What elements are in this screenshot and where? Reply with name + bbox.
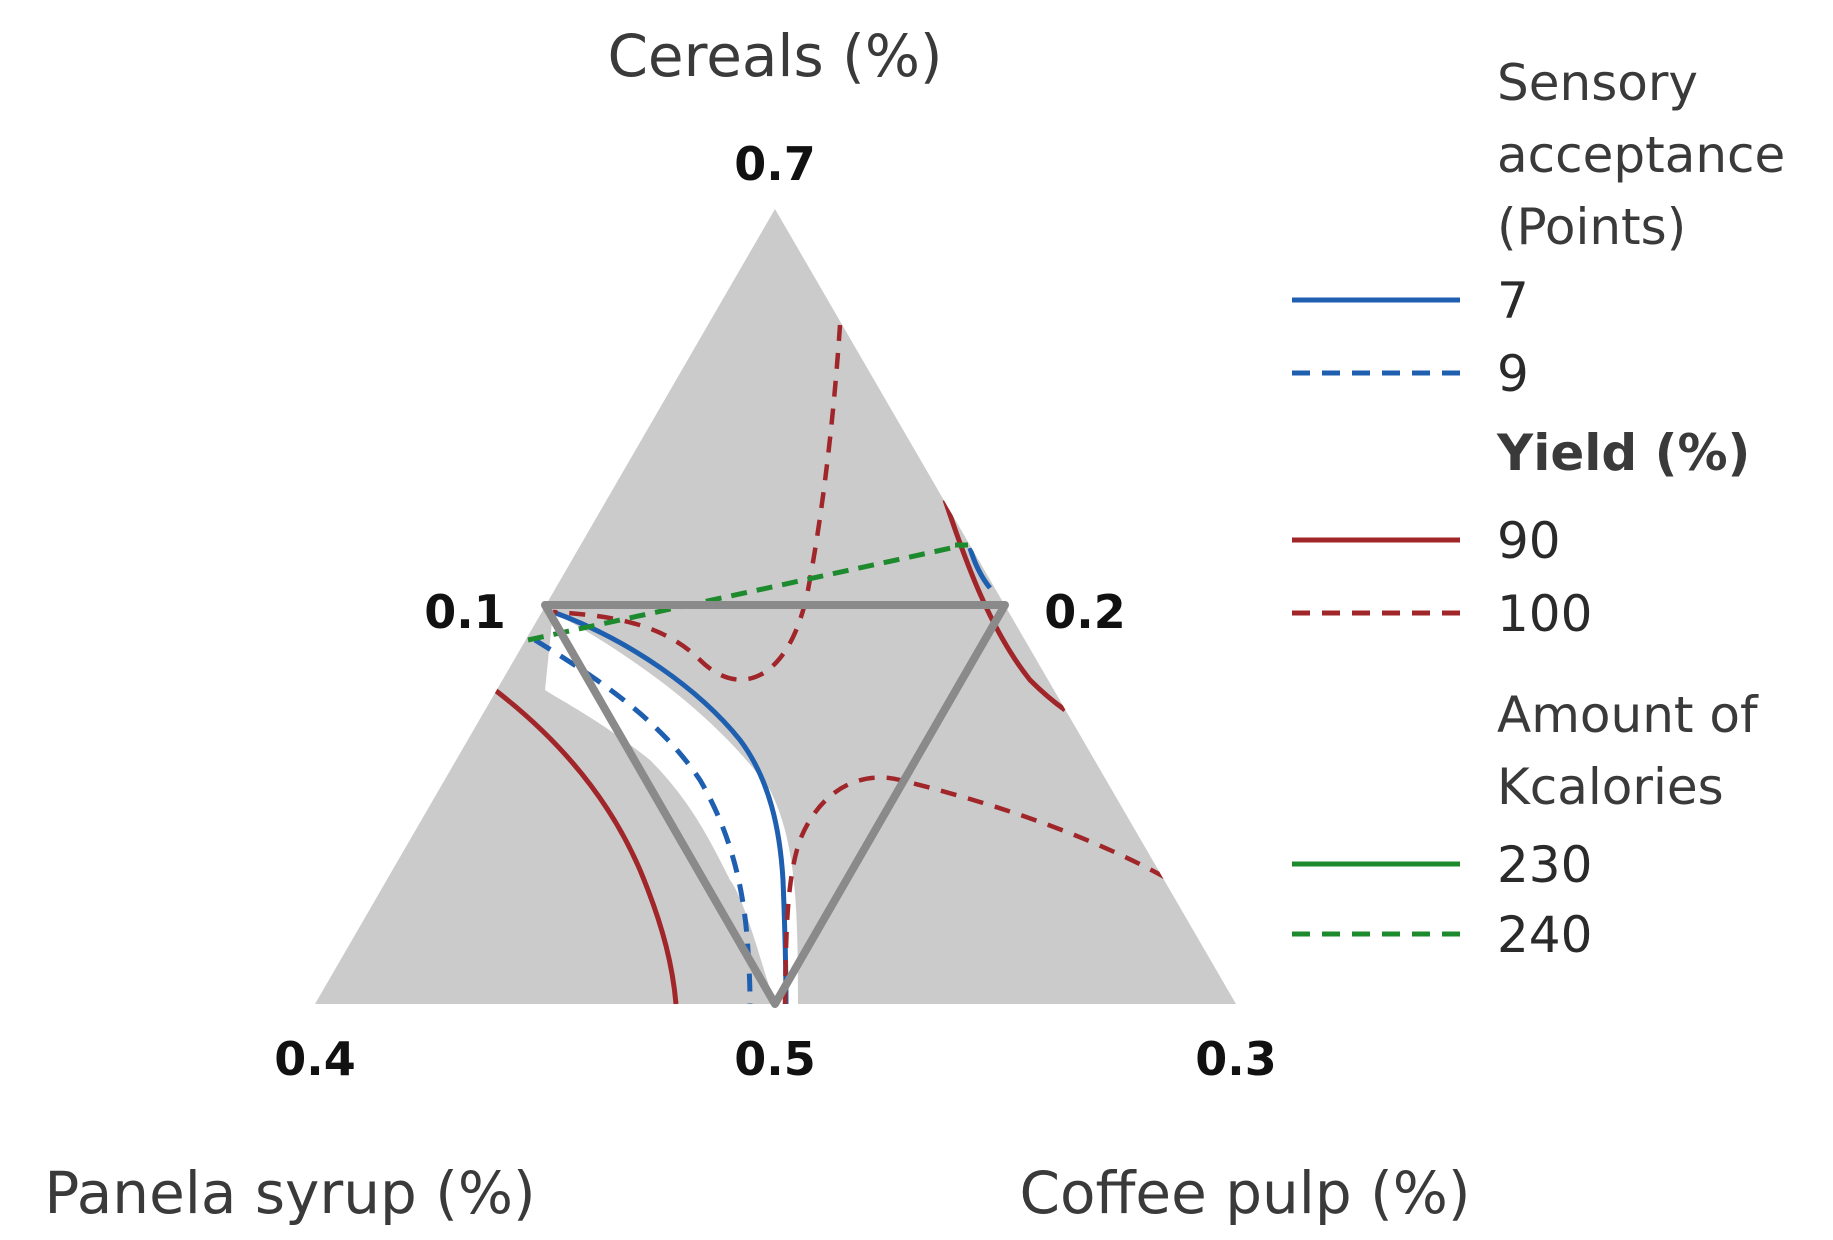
top-axis-title: Cereals (%) [607, 22, 942, 90]
contour-sensory-7-right [967, 547, 992, 590]
contour-yield-100-bottom [782, 775, 1172, 1004]
legend-label-kcal-240: 240 [1497, 906, 1592, 964]
tick-left-vertex: 0.4 [274, 1032, 356, 1086]
subregion-triangle [541, 601, 1009, 1008]
contour-sensory-9 [533, 637, 753, 1004]
legend-group-sensory-title-1: Sensory [1497, 54, 1698, 112]
legend-group-yield-title: Yield (%) [1496, 424, 1750, 482]
tick-bottom-mid: 0.5 [734, 1032, 816, 1086]
legend-label-sensory-9: 9 [1497, 345, 1529, 403]
contour-kcal-240 [527, 542, 966, 643]
legend-group-sensory-title-2: acceptance [1497, 126, 1785, 184]
legend-group-sensory-title-3: (Points) [1497, 198, 1686, 256]
legend-label-kcal-230: 230 [1497, 836, 1592, 894]
legend: Sensory acceptance (Points) 7 9 Yield (%… [1292, 54, 1785, 964]
tick-left-edge-mid: 0.1 [424, 585, 506, 639]
contour-yield-100-top [552, 324, 843, 682]
legend-label-yield-90: 90 [1497, 512, 1561, 570]
tick-top-vertex: 0.7 [734, 137, 816, 191]
contour-yield-90-left [493, 688, 679, 1004]
left-axis-title: Panela syrup (%) [44, 1159, 535, 1227]
legend-label-sensory-7: 7 [1497, 272, 1529, 330]
right-axis-title: Coffee pulp (%) [1019, 1159, 1470, 1227]
legend-label-yield-100: 100 [1497, 585, 1592, 643]
legend-group-kcal-title-1: Amount of [1497, 686, 1759, 744]
tick-right-vertex: 0.3 [1195, 1032, 1277, 1086]
legend-group-kcal-title-2: Kcalories [1497, 758, 1724, 816]
tick-right-edge-mid: 0.2 [1044, 585, 1126, 639]
